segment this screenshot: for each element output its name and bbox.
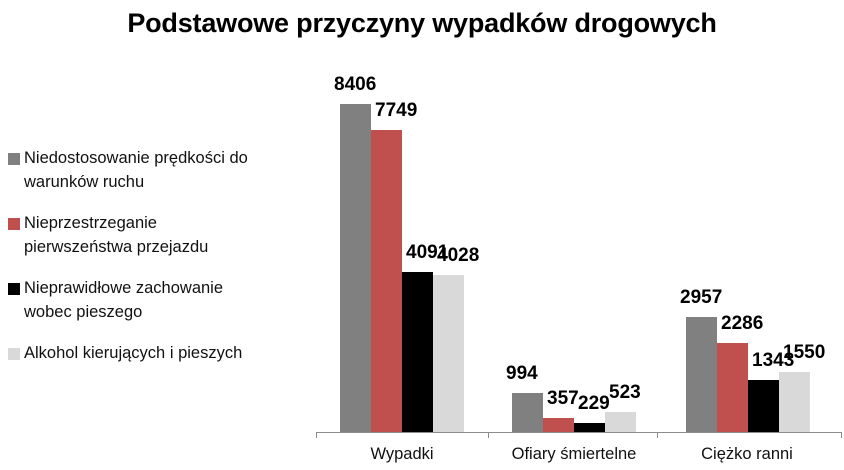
- bar-priority: [717, 343, 748, 432]
- data-label: 7749: [375, 100, 418, 121]
- category-label-ofiary: Ofiary śmiertelne: [511, 445, 637, 463]
- bar-alcohol: [605, 412, 636, 432]
- data-label: 4028: [437, 245, 480, 266]
- legend-label-line: Alkohol kierujących i pieszych: [24, 344, 243, 362]
- data-label: 2286: [721, 313, 764, 334]
- legend-label-line: warunków ruchu: [24, 173, 145, 191]
- bar-priority: [543, 418, 574, 432]
- data-label: 4091: [406, 242, 449, 263]
- category-label-ranni: Ciężko ranni: [701, 445, 793, 463]
- legend-swatch-pedestrian: [8, 283, 20, 295]
- legend-label-speed: Niedostosowanie prędkości do warunków ru…: [24, 146, 248, 194]
- legend-swatch-speed: [8, 153, 20, 165]
- legend-label-line: Nieprzestrzeganie: [24, 214, 157, 232]
- legend-label-line: Niedostosowanie prędkości do: [24, 149, 248, 167]
- x-axis-tick: [488, 432, 489, 438]
- data-label: 2957: [680, 287, 723, 308]
- chart-title: Podstawowe przyczyny wypadków drogowych: [127, 8, 717, 38]
- data-label: 8406: [334, 74, 377, 95]
- data-label: 229: [578, 393, 610, 414]
- bar-speed: [340, 104, 371, 432]
- legend-item-priority: Nieprzestrzeganie pierwszeństwa przejazd…: [8, 211, 298, 259]
- bar-speed: [512, 393, 543, 432]
- x-axis-tick: [316, 432, 317, 438]
- data-label: 523: [609, 382, 641, 403]
- x-axis-tick: [841, 432, 842, 438]
- bar-pedestrian: [402, 272, 433, 432]
- legend: Niedostosowanie prędkości do warunków ru…: [8, 146, 298, 382]
- legend-label-line: pierwszeństwa przejazdu: [24, 238, 209, 256]
- bar-pedestrian: [748, 380, 779, 432]
- legend-item-pedestrian: Nieprawidłowe zachowanie wobec pieszego: [8, 276, 298, 324]
- legend-item-alcohol: Alkohol kierujących i pieszych: [8, 341, 298, 365]
- x-axis-line: [316, 432, 842, 433]
- legend-label-priority: Nieprzestrzeganie pierwszeństwa przejazd…: [24, 211, 208, 259]
- bar-pedestrian: [574, 423, 605, 432]
- data-label: 994: [506, 363, 538, 384]
- legend-item-speed: Niedostosowanie prędkości do warunków ru…: [8, 146, 298, 194]
- bar-priority: [371, 130, 402, 432]
- legend-label-pedestrian: Nieprawidłowe zachowanie wobec pieszego: [24, 276, 223, 324]
- legend-swatch-priority: [8, 218, 20, 230]
- data-label: 1550: [783, 342, 826, 363]
- legend-label-alcohol: Alkohol kierujących i pieszych: [24, 341, 242, 365]
- data-label: 1343: [752, 350, 795, 371]
- bar-alcohol: [433, 275, 464, 432]
- x-axis-tick: [657, 432, 658, 438]
- legend-label-line: Nieprawidłowe zachowanie: [24, 279, 224, 297]
- bar-alcohol: [779, 372, 810, 432]
- legend-label-line: wobec pieszego: [24, 303, 143, 321]
- data-label: 357: [547, 388, 579, 409]
- legend-swatch-alcohol: [8, 348, 20, 360]
- bar-speed: [686, 317, 717, 432]
- category-label-wypadki: Wypadki: [370, 445, 434, 463]
